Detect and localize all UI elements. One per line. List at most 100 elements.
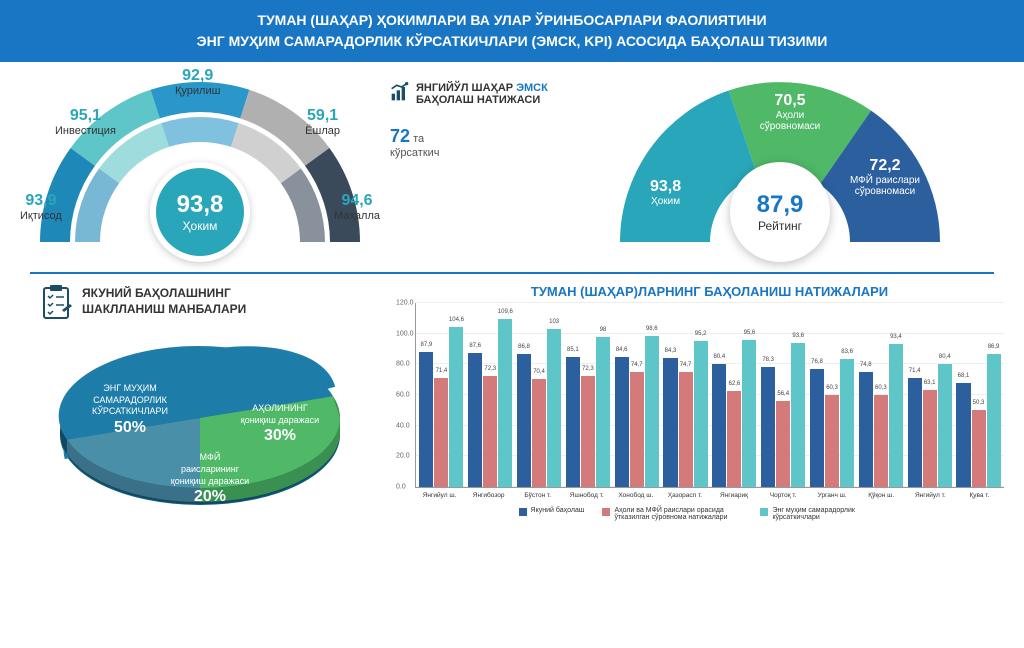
legend-label: Якуний баҳолаш [531, 507, 585, 514]
bar: 87,9 [419, 352, 433, 487]
bar-value: 60,3 [826, 385, 838, 391]
xaxis-label: Урганч ш. [808, 492, 857, 499]
bar-value: 50,3 [973, 400, 985, 406]
xaxis-label: Яшнобод т. [562, 492, 611, 499]
bar-group: 74,860,393,4 [857, 303, 904, 487]
bar-value: 72,3 [582, 366, 594, 372]
bar: 68,1 [956, 383, 970, 487]
xaxis-label: Хонобод ш. [611, 492, 660, 499]
bar-value: 87,9 [421, 342, 433, 348]
ytick: 20.0 [396, 453, 410, 460]
ytick: 100.0 [396, 330, 414, 337]
bottom-section: ЯКУНИЙ БАҲОЛАШНИНГ ШАКЛЛАНИШ МАНБАЛАРИ [0, 284, 1024, 528]
ytick: 120.0 [396, 300, 414, 307]
bar: 83,6 [840, 359, 854, 487]
header-line1: ТУМАН (ШАҲАР) ҲОКИМЛАРИ ВА УЛАР ЎРИНБОСА… [20, 10, 1004, 31]
bar-group: 78,356,4 93,6 [760, 303, 807, 487]
bar-group: 68,150,386,9 [955, 303, 1002, 487]
mid-title: ЯНГИЙЎЛ ШАҲАР ЭМСК БАҲОЛАШ НАТИЖАСИ [416, 82, 548, 106]
page-header: ТУМАН (ШАҲАР) ҲОКИМЛАРИ ВА УЛАР ЎРИНБОСА… [0, 0, 1024, 62]
left-gauge-center: 93,8 Ҳоким [150, 162, 250, 262]
xaxis-label: Қува т. [955, 492, 1004, 499]
bar: 76,8 [810, 369, 824, 487]
bar-group: 84,374,795,2 [662, 303, 709, 487]
ytick: 80.0 [396, 361, 410, 368]
legend-swatch [519, 508, 527, 516]
bar: 74,7 [630, 372, 644, 487]
bar: 95,6 [742, 340, 756, 487]
bar: 84,6 [615, 357, 629, 487]
bar: 80,4 [938, 364, 952, 487]
bar: 70,4 [532, 379, 546, 487]
right-seg-1: 70,5 Аҳоли сўровномаси [750, 92, 830, 132]
bar-panel: ТУМАН (ШАҲАР)ЛАРНИНГ БАҲОЛАНИШ НАТИЖАЛАР… [415, 284, 1004, 528]
xaxis-label: Бўстон т. [513, 492, 562, 499]
bar-value: 56,4 [777, 391, 789, 397]
bar-value: 86,9 [988, 344, 1000, 350]
bar-value: 68,1 [958, 373, 970, 379]
bar: 86,9 [987, 354, 1001, 487]
xaxis-label: Қўқон ш. [857, 492, 906, 499]
bar-value: 104,6 [449, 317, 464, 323]
right-seg-0: 93,8 Ҳоким [650, 178, 681, 207]
bar-chart: 0.020.040.060.080.0100.0120.087,971,4104… [415, 303, 1004, 488]
bar: 63,1 [923, 390, 937, 487]
right-gauge: 93,8 Ҳоким 70,5 Аҳоли сўровномаси 72,2 М… [610, 72, 950, 252]
clipboard-icon [40, 284, 72, 320]
bar-value: 62,6 [729, 381, 741, 387]
pie-header: ЯКУНИЙ БАҲОЛАШНИНГ ШАКЛЛАНИШ МАНБАЛАРИ [20, 284, 400, 320]
legend-item: Энг муҳим самарадорлик кўрсаткичлари [760, 507, 900, 521]
bar-value: 109,6 [498, 309, 513, 315]
bar: 78,3 [761, 367, 775, 487]
ytick: 40.0 [396, 422, 410, 429]
legend-label: Энг муҳим самарадорлик кўрсаткичлари [772, 507, 900, 521]
bar-title: ТУМАН (ШАҲАР)ЛАРНИНГ БАҲОЛАНИШ НАТИЖАЛАР… [415, 284, 1004, 299]
bar-value: 93,6 [792, 333, 804, 339]
pie-title: ЯКУНИЙ БАҲОЛАШНИНГ ШАКЛЛАНИШ МАНБАЛАРИ [82, 286, 246, 317]
bar: 72,3 [581, 376, 595, 487]
bar: 60,3 [874, 395, 888, 487]
bar-group: 85,1 72,3 98 [564, 303, 611, 487]
bar-group: 86,870,4103 [516, 303, 563, 487]
bar-value: 71,4 [436, 368, 448, 374]
xaxis-label: Янгиариқ [709, 492, 758, 499]
left-gauge: 93,9 Иқтисод 95,1 Инвестиция 92,9 Қурили… [30, 72, 370, 252]
bar-value: 95,6 [744, 330, 756, 336]
bar-value: 80,4 [713, 354, 725, 360]
mid-count: 72 та кўрсаткич [390, 126, 590, 159]
bar-value: 87,6 [469, 343, 481, 349]
legend-item: Аҳоли ва МФЙ раислари орасида ўтказилган… [602, 507, 742, 521]
gauge-seg-2: 92,9 Қурилиш [175, 67, 220, 97]
bar: 80,4 [712, 364, 726, 487]
bar-value: 80,4 [939, 354, 951, 360]
xaxis-label: Янгийул ш. [415, 492, 464, 499]
xaxis-label: Янгибозор [464, 492, 513, 499]
bar: 62,6 [727, 391, 741, 487]
bar: 93,4 [889, 344, 903, 487]
pie-slice-0: ЭНГ МУҲИМ САМАРАДОРЛИК КЎРСАТКИЧЛАРИ 50% [75, 383, 185, 439]
bar-group: 84,674,798,6 [613, 303, 660, 487]
bar-group: 76,860,383,6 [809, 303, 856, 487]
bar: 72,3 [483, 376, 497, 487]
bar-value: 84,3 [665, 348, 677, 354]
bar-value: 85,1 [567, 347, 579, 353]
header-line2: ЭНГ МУҲИМ САМАРАДОРЛИК КЎРСАТКИЧЛАРИ (ЭМ… [20, 31, 1004, 52]
gauge-seg-4: 94,6 Маҳалла [334, 192, 380, 222]
bar-value: 63,1 [924, 380, 936, 386]
left-center-val: 93,8 [177, 191, 224, 219]
bar: 109,6 [498, 319, 512, 487]
bar-value: 72,3 [484, 366, 496, 372]
bar-legend: Якуний баҳолаш Аҳоли ва МФЙ раислари орас… [415, 507, 1004, 521]
bar-value: 93,4 [890, 334, 902, 340]
xaxis-label: Чортоқ т. [759, 492, 808, 499]
bar: 71,4 [434, 378, 448, 487]
bar-chart-icon [390, 82, 410, 102]
top-section: 93,9 Иқтисод 95,1 Инвестиция 92,9 Қурили… [0, 62, 1024, 257]
pie-panel: ЯКУНИЙ БАҲОЛАШНИНГ ШАКЛЛАНИШ МАНБАЛАРИ [20, 284, 400, 528]
bar-value: 70,4 [533, 369, 545, 375]
bar-value: 71,4 [909, 368, 921, 374]
bar-value: 98 [600, 327, 607, 333]
ytick: 60.0 [396, 392, 410, 399]
pie-slice-1: АҲОЛИНИНГ қониқиш даражаси 30% [235, 403, 325, 447]
bar: 84,3 [663, 358, 677, 487]
